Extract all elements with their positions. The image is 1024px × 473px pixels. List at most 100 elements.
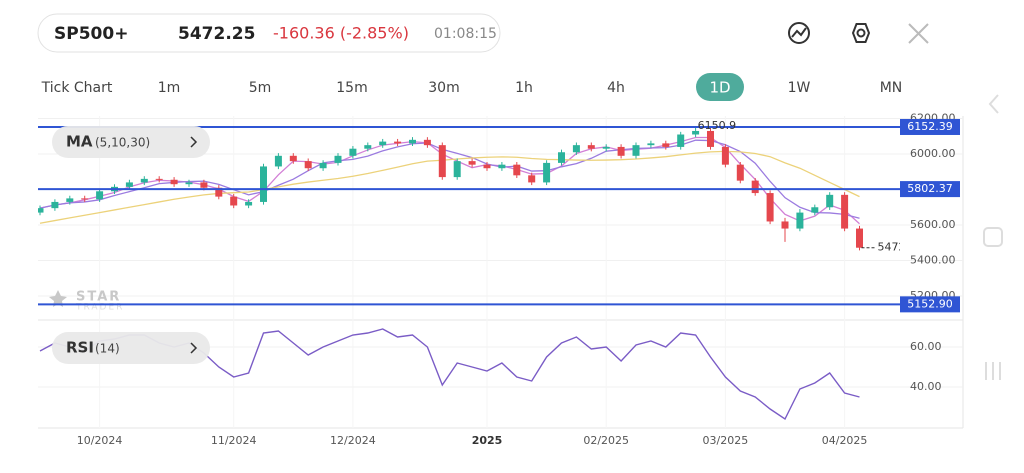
timeframe-tab[interactable]: 1h xyxy=(515,80,533,96)
x-tick-label: 2025 xyxy=(472,434,503,447)
change: -160.36 (-2.85%) xyxy=(273,24,409,43)
candle-body xyxy=(841,194,849,229)
close-icon[interactable] xyxy=(908,23,929,44)
candle-body xyxy=(781,221,789,229)
candle-body xyxy=(468,161,476,165)
candle-body xyxy=(289,155,297,162)
candle-body xyxy=(513,164,521,176)
x-tick-label: 04/2025 xyxy=(822,434,868,447)
candle-body xyxy=(185,182,193,185)
timeframe-label: 1h xyxy=(515,80,533,96)
candle-body xyxy=(334,155,342,163)
candle-body xyxy=(498,164,506,169)
candle-body xyxy=(587,145,595,149)
candle-body xyxy=(304,161,312,169)
side-back[interactable] xyxy=(988,94,999,114)
candle-body xyxy=(423,139,431,146)
y-tick-label: 6000.00 xyxy=(910,147,956,160)
candle-body xyxy=(558,152,565,163)
timeframe-label: 4h xyxy=(607,80,625,96)
timeframe-tab[interactable]: 15m xyxy=(336,80,367,96)
candle-body xyxy=(647,143,655,146)
candle-body xyxy=(170,179,178,185)
timeframe-tab[interactable]: MN xyxy=(880,80,903,96)
pill-bg xyxy=(52,126,210,158)
candle-body xyxy=(230,196,238,206)
y-tick-label: 5400.00 xyxy=(910,254,956,267)
time: 01:08:15 xyxy=(434,26,497,42)
candle-body xyxy=(572,145,580,153)
rsi-pill[interactable]: RSI (14) xyxy=(52,332,210,364)
timeframe-label: MN xyxy=(880,80,903,96)
candle-body xyxy=(349,148,357,156)
pill-bg xyxy=(52,332,210,364)
candle-body xyxy=(66,198,74,202)
indicator-icon[interactable] xyxy=(788,22,810,44)
candle-body xyxy=(677,134,685,147)
candle-body xyxy=(245,201,253,206)
watermark-line2: TRADER xyxy=(75,303,124,313)
chevron xyxy=(190,136,198,148)
side-home[interactable] xyxy=(983,227,1003,247)
timeframe-tab[interactable]: 1m xyxy=(158,80,181,96)
candle-body xyxy=(602,146,610,149)
candle-body xyxy=(215,187,223,197)
side-menu[interactable] xyxy=(985,362,1001,380)
candle-body xyxy=(409,139,416,144)
candle-body xyxy=(617,146,625,156)
x-tick-label: 12/2024 xyxy=(330,434,376,447)
candle-body xyxy=(751,180,759,194)
candle-body xyxy=(662,143,670,147)
level-label-bg xyxy=(900,181,960,198)
settings-icon[interactable] xyxy=(851,23,871,43)
level-label-bg xyxy=(900,296,960,313)
timeframe-tab[interactable]: Tick Chart xyxy=(41,80,113,96)
candle-body xyxy=(51,201,59,209)
candle-body xyxy=(319,162,327,169)
high-annotation: 6150.9 xyxy=(698,119,737,132)
x-tick-label: 11/2024 xyxy=(211,434,257,447)
timeframe-label: 1W xyxy=(788,80,811,96)
candle-body xyxy=(453,161,461,178)
indicator-name: RSI xyxy=(66,339,94,357)
candle-body xyxy=(692,130,700,135)
candle-body xyxy=(528,175,536,183)
timeframe-label: 30m xyxy=(428,80,459,96)
timeframe-tab[interactable]: 4h xyxy=(607,80,625,96)
watermark-logo xyxy=(49,290,67,307)
timeframe-tab[interactable]: 30m xyxy=(428,80,459,96)
last-price-label: 5472 xyxy=(878,241,906,254)
timeframe-label: 1m xyxy=(158,80,181,96)
candle-body xyxy=(766,193,774,222)
indicator-name: MA xyxy=(66,133,93,151)
timeframe-tab[interactable]: 1D xyxy=(696,73,744,101)
level-label-bg xyxy=(900,118,960,135)
timeframe-label: 5m xyxy=(249,80,272,96)
y-tick-label: 40.00 xyxy=(910,380,942,393)
candle-body xyxy=(125,182,133,187)
candle-body xyxy=(721,146,729,165)
candle-body xyxy=(140,178,148,183)
candle-body xyxy=(826,194,834,208)
x-tick-label: 02/2025 xyxy=(583,434,629,447)
timeframe-tab[interactable]: 1W xyxy=(788,80,811,96)
candle-body xyxy=(394,141,402,144)
y-tick-label: 60.00 xyxy=(910,340,942,353)
timeframe-tab[interactable]: 5m xyxy=(249,80,272,96)
candle-body xyxy=(155,178,163,180)
ma-pill[interactable]: MA (5,10,30) xyxy=(52,126,210,158)
candle-body xyxy=(81,198,89,200)
candle-body xyxy=(736,164,744,181)
candle-body xyxy=(483,164,491,169)
level-label: 5152.90 xyxy=(907,297,953,310)
candle-body xyxy=(811,207,819,213)
candle-body xyxy=(96,191,104,200)
x-tick-label: 03/2025 xyxy=(703,434,749,447)
candle-body xyxy=(274,155,282,167)
price: 5472.25 xyxy=(178,24,255,44)
indicator-params: (5,10,30) xyxy=(95,136,150,150)
candle-body xyxy=(707,130,714,147)
quote-bar xyxy=(37,13,501,53)
side-toolbar xyxy=(983,94,1003,380)
